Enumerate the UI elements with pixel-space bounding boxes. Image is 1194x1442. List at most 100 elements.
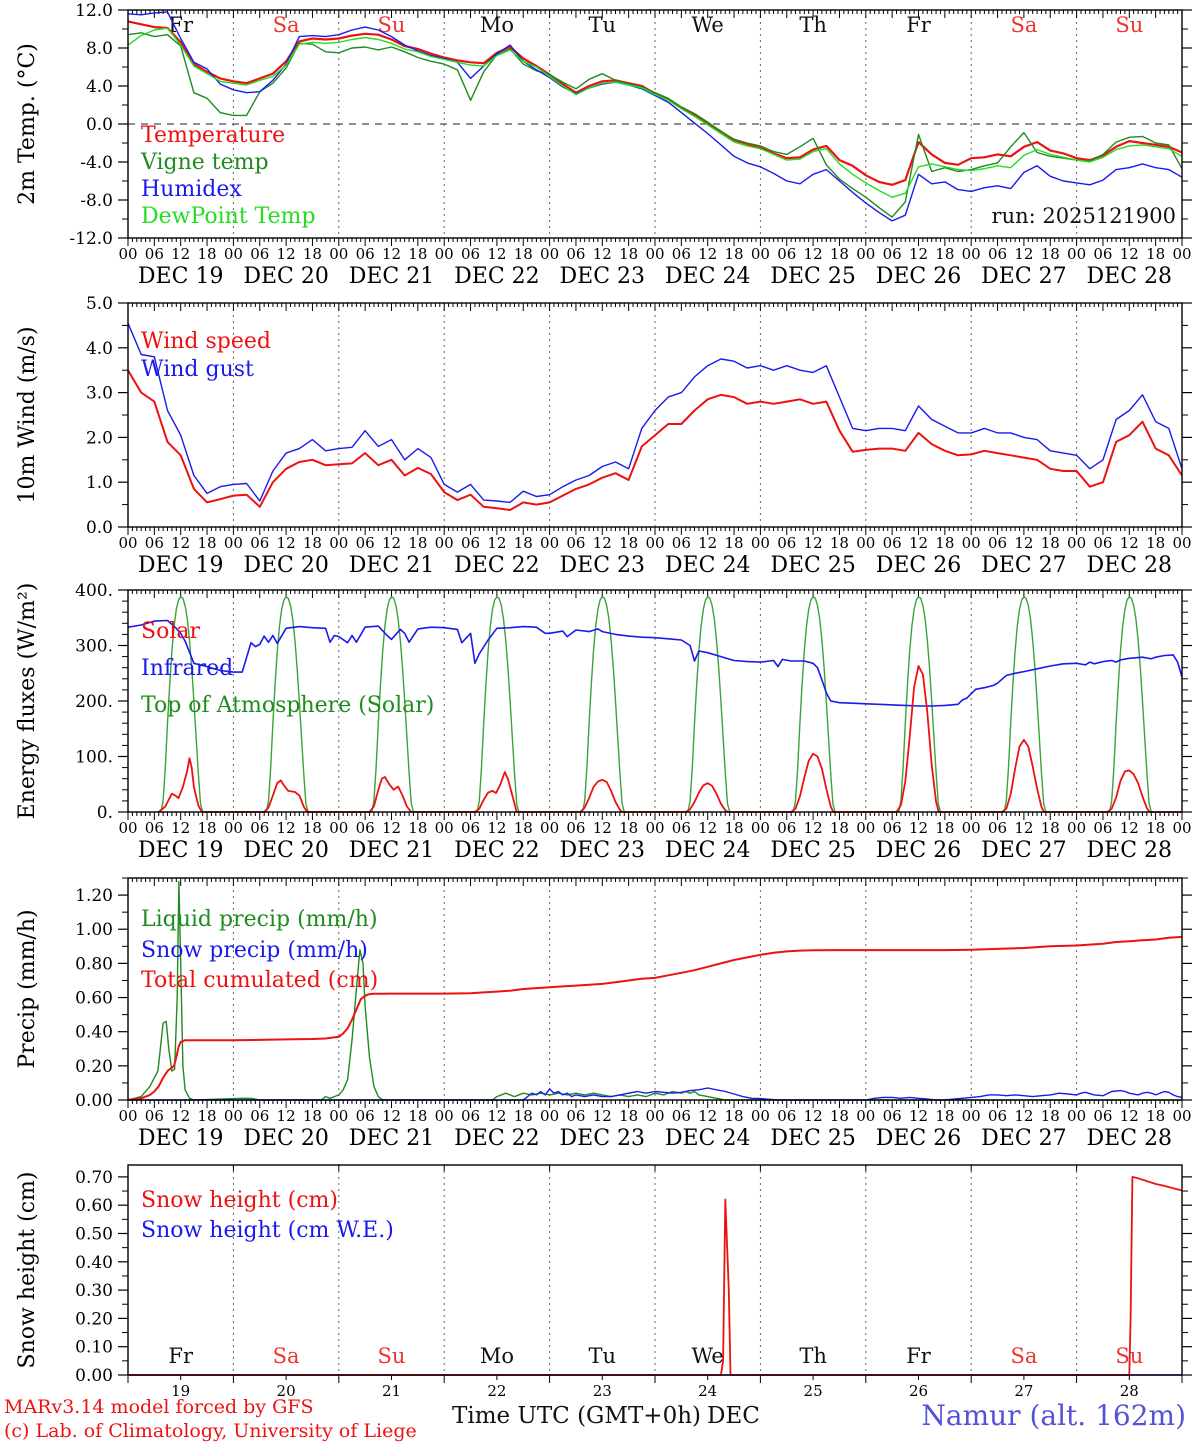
date-label: DEC 27: [981, 553, 1067, 578]
hour-label: 18: [1146, 819, 1165, 837]
run-label: run: 2025121900: [991, 204, 1176, 228]
hour-label: 18: [830, 1107, 849, 1125]
date-label: DEC 22: [454, 838, 540, 863]
hour-label: 06: [777, 534, 796, 552]
date-label: DEC 23: [560, 553, 646, 578]
hour-label: 18: [1041, 245, 1060, 263]
hour-label: 00: [435, 534, 454, 552]
wind-speed-curve: [127, 369, 1183, 511]
hour-label: 00: [540, 1107, 559, 1125]
hour-label: 18: [1146, 245, 1165, 263]
hour-label: 18: [514, 245, 533, 263]
day-name-label: Sa: [273, 1344, 300, 1368]
hour-label: 12: [1014, 245, 1033, 263]
hour-label: 00: [856, 534, 875, 552]
hour-label: 06: [461, 534, 480, 552]
date-label: DEC 22: [454, 553, 540, 578]
hour-label: 00: [435, 245, 454, 263]
date-label: DEC 19: [138, 838, 224, 863]
hour-label: 06: [672, 1107, 691, 1125]
hour-label: 06: [356, 1107, 375, 1125]
ytick-label: 0.40: [75, 1253, 113, 1273]
hour-label: 00: [224, 534, 243, 552]
hour-label: 18: [725, 1107, 744, 1125]
ytick-label: -12.0: [69, 229, 113, 249]
day-name-label: Th: [799, 13, 827, 37]
ytick-label: 5.0: [86, 294, 113, 314]
hour-label: 00: [118, 534, 137, 552]
hour-label: 00: [751, 1107, 770, 1125]
day-name-label: Su: [1115, 13, 1143, 37]
panel-snow: 0.70 0.60 0.50 0.40 0.30 0.20 0.10 0.00 19 Fr 20 Sa…: [15, 1164, 1192, 1400]
hour-label: 18: [198, 534, 217, 552]
hour-label: 00: [645, 819, 664, 837]
day-number-label: 19: [171, 1382, 190, 1400]
hour-label: 06: [1093, 534, 1112, 552]
panel-border: [127, 302, 1183, 528]
dewpoint-temp-curve: [127, 27, 1183, 198]
hour-label: 06: [461, 1107, 480, 1125]
hour-label: 00: [751, 819, 770, 837]
hour-label: 06: [566, 534, 585, 552]
hour-label: 00: [435, 819, 454, 837]
ytick-label: 0.10: [75, 1338, 113, 1358]
ytick-label: 1.00: [75, 920, 113, 940]
total-cumulated-curve: [127, 935, 1183, 1101]
ytick-label: 3.0: [86, 384, 113, 404]
day-name-label: Tu: [589, 13, 617, 37]
hour-label: 12: [382, 534, 401, 552]
hour-label: 12: [1014, 534, 1033, 552]
legend-energy: Solar Infrared Top of Atmosphere (Solar): [141, 613, 434, 724]
ytick-label: 100.: [75, 748, 113, 768]
legend-entry-temperature: Temperature: [141, 123, 286, 148]
hour-label: 00: [329, 245, 348, 263]
date-label: DEC 25: [770, 264, 856, 289]
hour-label: 12: [593, 819, 612, 837]
legend-snow: Snow height (cm) Snow height (cm W.E.): [141, 1186, 394, 1246]
hour-label: 00: [856, 1107, 875, 1125]
date-label: DEC 21: [349, 838, 435, 863]
date-label: DEC 20: [243, 838, 329, 863]
liquid-precip-curve: [127, 880, 1182, 1101]
hour-label: 12: [804, 1107, 823, 1125]
hour-label: 06: [988, 819, 1007, 837]
hour-label: 00: [540, 534, 559, 552]
date-label: DEC 20: [243, 1126, 329, 1151]
date-label: DEC 19: [138, 264, 224, 289]
ytick-label: 0.: [97, 803, 113, 823]
hour-label: 00: [329, 534, 348, 552]
ytick-label: 4.0: [86, 339, 113, 359]
hour-label: 06: [461, 245, 480, 263]
legend-precip: Liquid precip (mm/h) Snow precip (mm/h) To…: [141, 905, 378, 997]
day-name-label: Fr: [906, 1344, 932, 1368]
ytick-label: 12.0: [75, 1, 113, 21]
hour-label: 18: [619, 245, 638, 263]
date-label: DEC 22: [454, 1126, 540, 1151]
hour-label: 06: [777, 1107, 796, 1125]
hour-label: 12: [487, 534, 506, 552]
hour-label: 06: [250, 1107, 269, 1125]
legend-entry-top-of-atmosphere-solar: Top of Atmosphere (Solar): [141, 693, 435, 718]
hour-label: 06: [145, 1107, 164, 1125]
day-number-label: 28: [1120, 1382, 1139, 1400]
hour-label: 00: [856, 819, 875, 837]
hour-label: 06: [883, 534, 902, 552]
day-name-label: Mo: [480, 13, 514, 37]
day-number-label: 22: [487, 1382, 506, 1400]
ytick-label: 0.40: [75, 1023, 113, 1043]
model-credit-line: MARv3.14 model forced by GFS: [4, 1396, 314, 1418]
day-name-label: Fr: [168, 1344, 194, 1368]
day-name-label: We: [692, 1344, 724, 1368]
hour-label: 00: [1172, 245, 1191, 263]
yaxis-title-snow: Snow height (cm): [15, 1172, 40, 1369]
hour-label: 00: [751, 245, 770, 263]
date-label: DEC 27: [981, 1126, 1067, 1151]
hour-label: 12: [698, 245, 717, 263]
hour-label: 00: [1067, 1107, 1086, 1125]
hour-label: 18: [198, 1107, 217, 1125]
hour-label: 06: [777, 819, 796, 837]
hour-label: 12: [382, 819, 401, 837]
panel-border: [127, 877, 1183, 1101]
day-name-label: Mo: [480, 1344, 514, 1368]
hour-label: 06: [883, 1107, 902, 1125]
